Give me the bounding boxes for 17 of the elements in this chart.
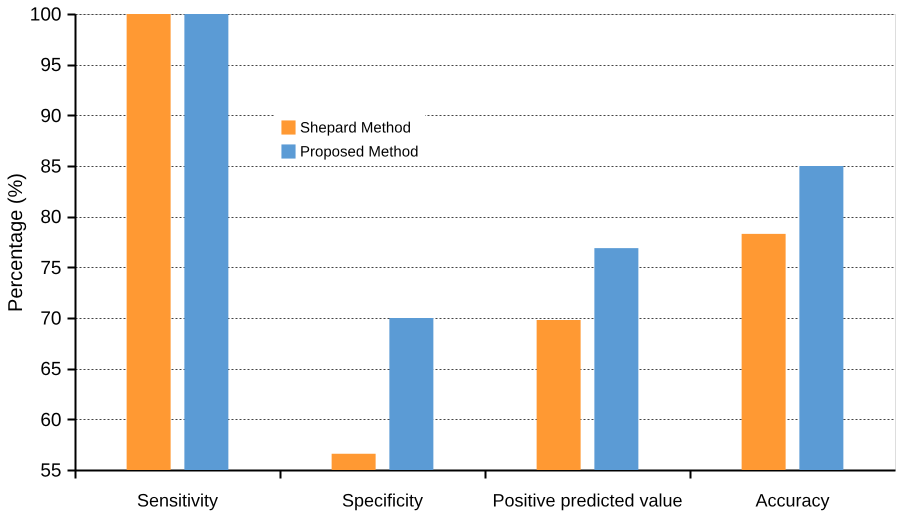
x-tick-label: Specificity: [342, 490, 424, 510]
x-tick-label: Accuracy: [755, 490, 830, 510]
y-tick-label: 90: [40, 106, 62, 127]
y-tick-label: 55: [40, 460, 62, 482]
legend-label: Shepard Method: [300, 120, 411, 136]
x-tick-label: Sensitivity: [136, 490, 218, 510]
y-tick-label: 95: [40, 55, 62, 76]
y-tick-label: 80: [40, 207, 62, 228]
y-tick-label: 85: [40, 156, 62, 178]
y-tick-label: 75: [40, 258, 62, 279]
x-tick-label: Positive predicted value: [492, 490, 683, 510]
y-tick-label: 60: [40, 410, 62, 431]
y-tick-label: 65: [40, 359, 62, 380]
y-tick-label: 70: [40, 308, 62, 330]
y-tick-label: 100: [30, 4, 62, 26]
y-axis-title: Percentage (%): [4, 173, 27, 312]
legend-label: Proposed Method: [300, 144, 418, 160]
